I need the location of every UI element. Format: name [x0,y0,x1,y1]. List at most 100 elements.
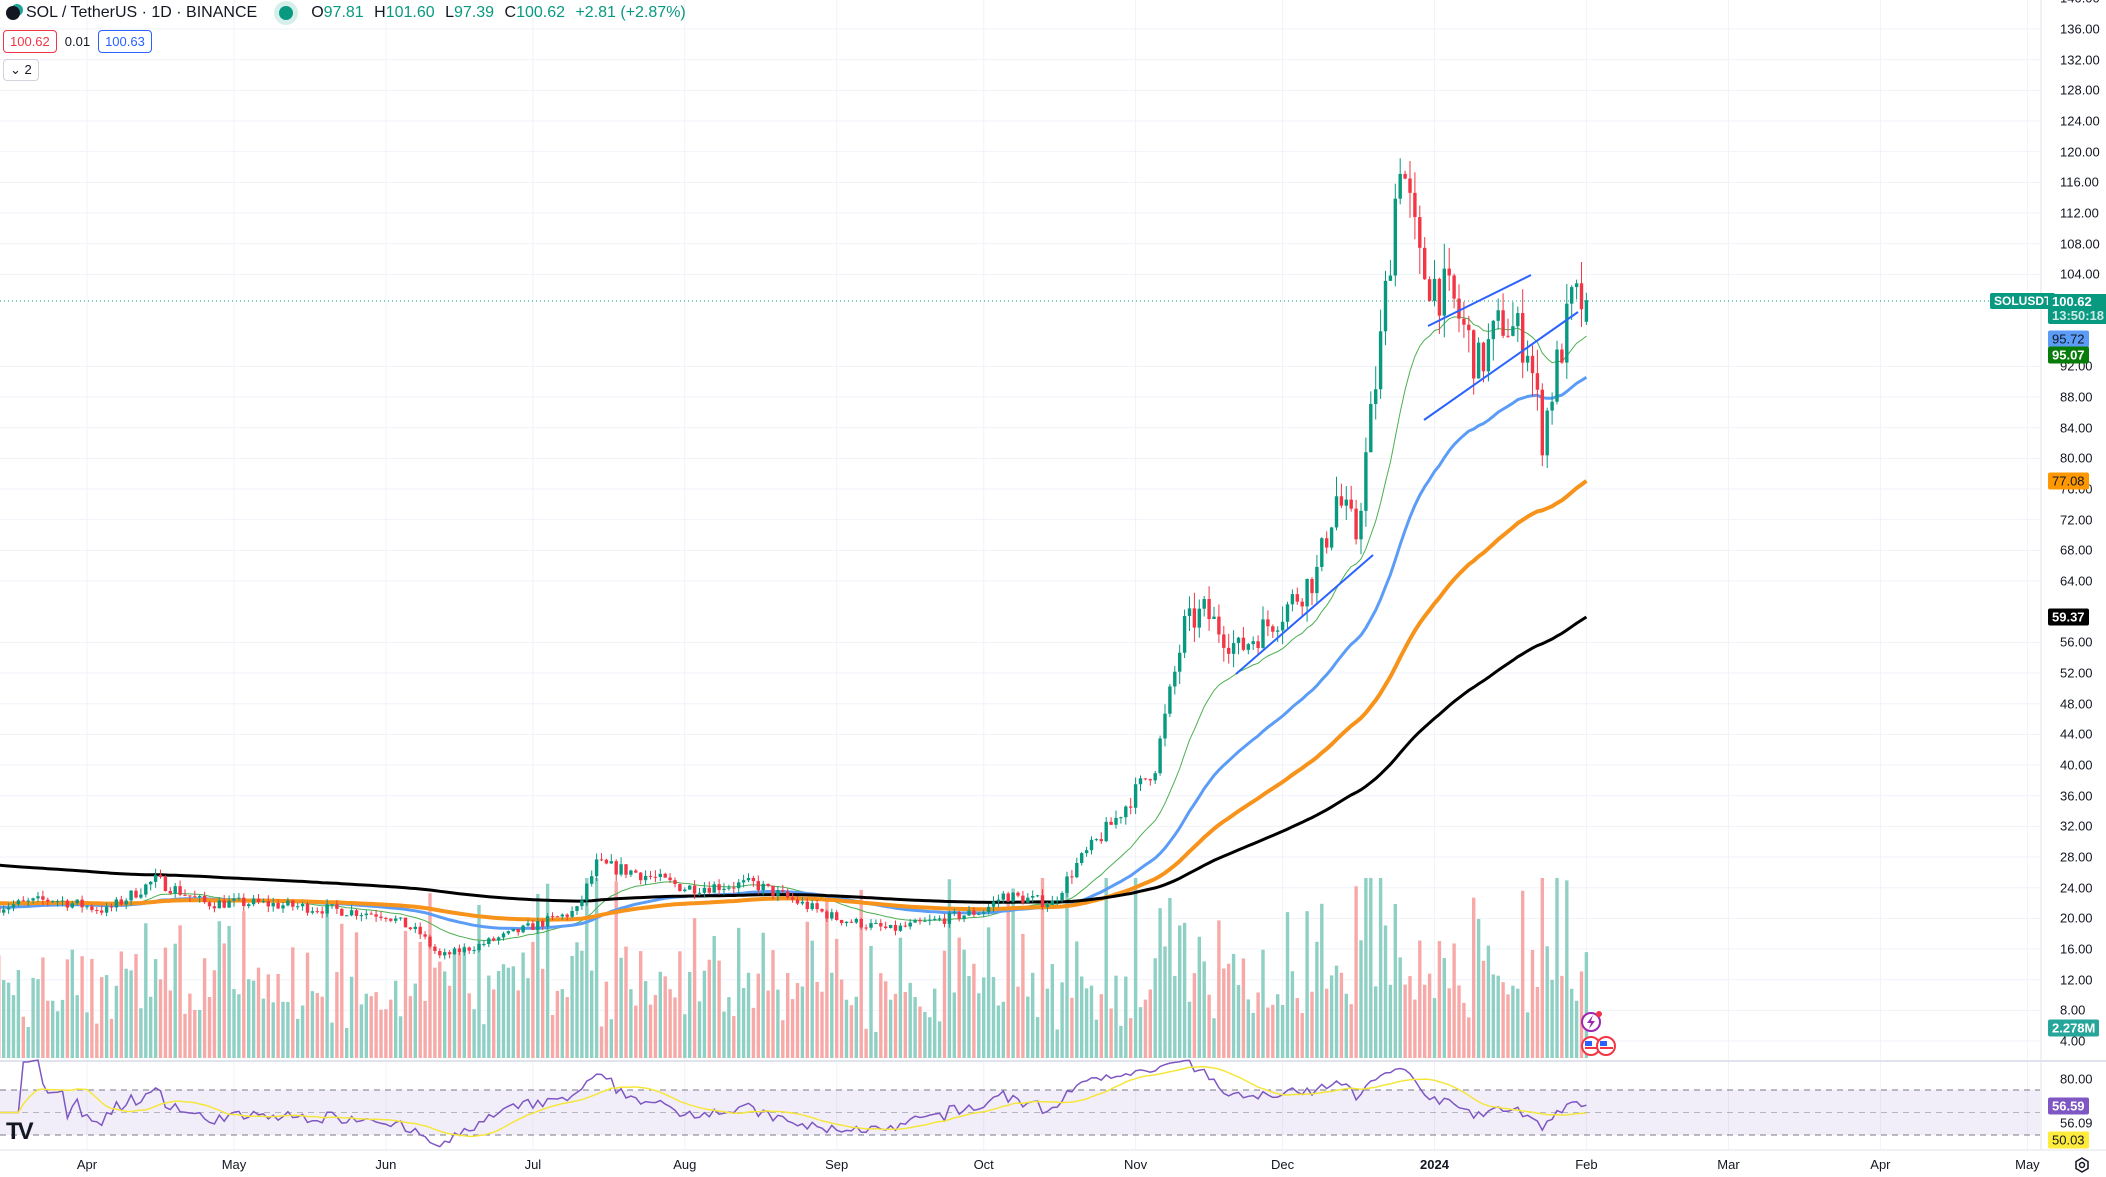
volume-bar [1197,936,1201,1058]
volume-bar [746,972,751,1058]
candle-body [1305,579,1309,607]
sell-button[interactable]: 100.62 [3,30,57,53]
time-tick: Apr [76,1157,98,1172]
candle-body [1246,644,1250,650]
price-tick: 108.00 [2060,236,2100,252]
volume-bar [1138,1007,1143,1058]
candle-body [805,901,809,910]
candle-body [800,901,805,904]
candle-body [1570,287,1574,304]
volume-bar [242,911,246,1058]
volume-bar [134,954,138,1058]
candle-body [1080,853,1084,863]
trendline[interactable] [1423,311,1579,421]
candle-body [830,912,834,919]
price-tick: 56.00 [2060,634,2093,650]
volume-bar [1094,1019,1099,1058]
time-tick: May [221,1157,247,1172]
candle-body [1256,641,1260,648]
volume-bar [1442,958,1446,1058]
volume-bar [771,950,775,1058]
volume-bar [683,1014,687,1058]
candle-body [492,938,496,941]
volume-bar [1325,988,1329,1058]
candle-body [1457,298,1461,319]
volume-bar [810,940,814,1058]
candle-body [271,903,275,907]
volume-bar [374,992,378,1058]
volume-bar [60,999,65,1058]
volume-bar [815,981,819,1058]
volume-bar [619,957,623,1058]
volume-bar [173,943,177,1058]
trendline[interactable] [1235,554,1374,675]
price-tick: 120.00 [2060,144,2100,160]
candle-body [1300,601,1304,607]
tradingview-logo[interactable]: TV [6,1118,34,1145]
volume-bar [702,970,707,1058]
indicators-collapse-button[interactable]: ⌄ 2 [3,59,39,81]
candle-body [1574,283,1579,288]
time-tick: Nov [1124,1157,1148,1172]
volume-bar [599,1026,604,1058]
candle-body [1344,499,1348,506]
candle-body [349,910,354,916]
candle-body [1491,320,1495,340]
us-flag-event-icon[interactable] [1581,1036,1616,1056]
volume-bar [570,955,574,1058]
candle-body [222,900,226,908]
candle-body [60,900,65,902]
time-tick: Feb [1575,1157,1598,1172]
candle-body [1016,892,1020,896]
candles [0,158,1589,960]
candle-body [1393,198,1397,276]
volume-bar [1266,1007,1270,1058]
candle-body [261,901,266,903]
candle-body [683,889,687,892]
volume-bar [1555,878,1559,1058]
volume-bar [472,1009,476,1058]
candle-body [1349,499,1353,509]
candle-body [1207,598,1211,620]
ma-long-tag: 59.37 [2048,608,2089,626]
volume-bar [986,927,991,1058]
volume-bar [741,988,746,1058]
candle-body [296,906,300,908]
candle-body [85,906,89,908]
volume-bar [413,983,417,1058]
volume-bar [1462,1002,1466,1058]
candle-body [247,904,251,907]
candle-body [1084,850,1089,854]
volume-bar [1364,878,1368,1058]
volume-bar [1447,988,1451,1058]
settings-gear-icon[interactable] [2075,1157,2089,1173]
candle-body [1442,268,1446,316]
candle-body [820,909,824,912]
event-lightning-icon[interactable] [1581,1011,1602,1032]
volume-bar [536,893,540,1058]
candle-body [55,901,60,903]
volume-bar [1084,988,1089,1058]
candle-body [1227,647,1231,654]
volume-bar [604,981,609,1058]
candle-body [75,899,79,904]
symbol-title[interactable]: SOL / TetherUS · 1D · BINANCE [26,4,258,21]
volume-bar [11,995,16,1058]
candle-body [1516,313,1520,327]
volume-bar [1344,993,1348,1058]
volume-bar [300,1005,305,1058]
volume-bar [384,1009,388,1058]
volume-bar [732,1016,736,1058]
candle-body [70,903,74,908]
volume-bar [1398,957,1402,1058]
trendlines[interactable] [1235,274,1579,675]
candle-body [1133,784,1138,808]
volume-bar [1006,898,1010,1058]
candle-body [1114,817,1118,825]
buy-button[interactable]: 100.63 [98,30,152,53]
volume-bar [349,976,354,1058]
candle-body [727,887,731,889]
trendline[interactable] [1427,274,1532,327]
candle-body [413,926,417,930]
